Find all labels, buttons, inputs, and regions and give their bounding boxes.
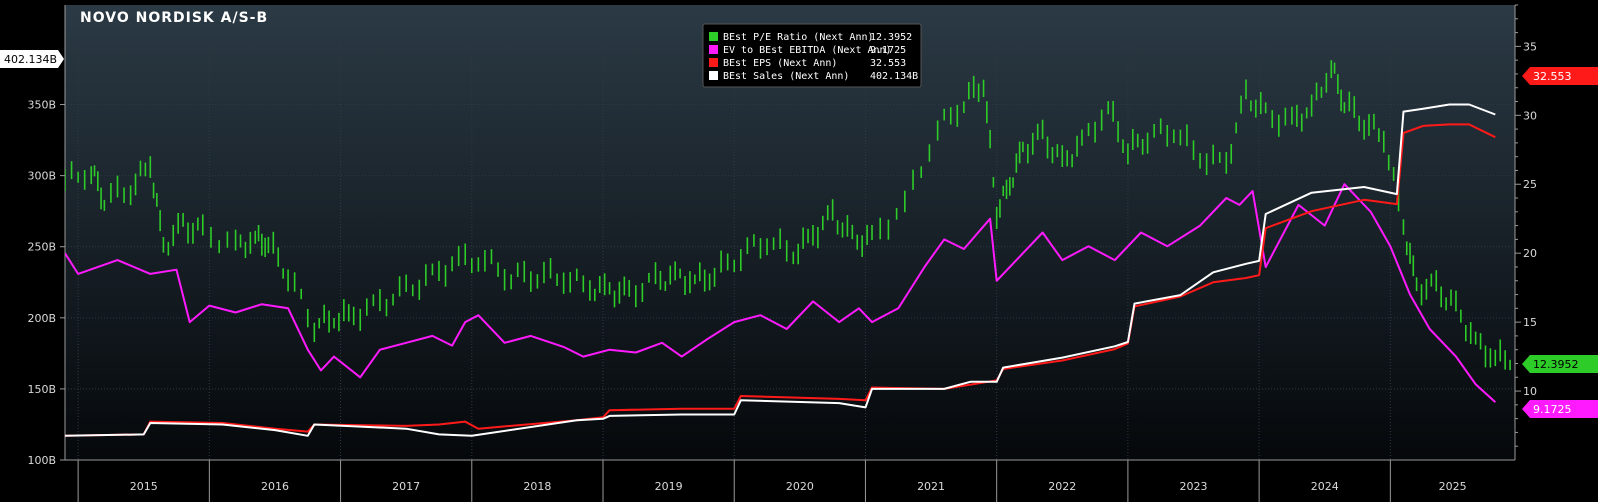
series-pe-bars (65, 60, 1511, 371)
left-tick-label: 250B (27, 241, 56, 254)
right-tick-label: 15 (1523, 316, 1537, 329)
x-tick-label: 2021 (917, 480, 945, 493)
legend[interactable]: BEst P/E Ratio (Next Ann) 12.3952 EV to … (702, 23, 922, 88)
right-tick-label: 35 (1523, 40, 1537, 53)
legend-item-sales[interactable]: BEst Sales (Next Ann) 402.134B (709, 71, 918, 82)
right-tick-label: 30 (1523, 109, 1537, 122)
x-tick-label: 2016 (261, 480, 289, 493)
x-tick-label: 2024 (1311, 480, 1339, 493)
x-tick-label: 2018 (523, 480, 551, 493)
x-tick-label: 2019 (655, 480, 683, 493)
x-tick-label: 2015 (130, 480, 158, 493)
legend-swatch-ev-ebitda (709, 45, 718, 54)
eps-last-value-tag: 32.553 (1522, 67, 1598, 85)
sales-last-value-text: 402.134B (4, 53, 57, 66)
pe-last-value-text: 12.3952 (1533, 358, 1579, 371)
sales-last-value-tag: 402.134B (0, 50, 64, 68)
legend-item-ev-ebitda[interactable]: EV to BEst EBITDA (Next Ann) 9.1725 (709, 45, 906, 56)
ev-ebitda-last-value-text: 9.1725 (1533, 403, 1572, 416)
legend-swatch-pe (709, 32, 718, 41)
legend-label-sales: BEst Sales (Next Ann) (723, 71, 849, 82)
right-tick-label: 10 (1523, 385, 1537, 398)
left-tick-label: 200B (27, 312, 56, 325)
left-tick-label: 300B (27, 170, 56, 183)
pe-last-value-tag: 12.3952 (1522, 355, 1598, 373)
series-layer (65, 60, 1511, 437)
right-axis: 10 15 20 25 30 35 (1514, 4, 1537, 460)
x-tick-label: 2025 (1439, 480, 1467, 493)
series-ev-ebitda-line (65, 183, 1496, 403)
x-tick-label: 2020 (786, 480, 814, 493)
series-sales-line (65, 103, 1496, 437)
legend-swatch-eps (709, 58, 718, 67)
right-tick-label: 25 (1523, 178, 1537, 191)
legend-item-eps[interactable]: BEst EPS (Next Ann) 32.553 (709, 58, 906, 69)
right-tick-label: 20 (1523, 247, 1537, 260)
ev-ebitda-last-value-tag: 9.1725 (1522, 400, 1598, 418)
left-tick-label: 350B (27, 99, 56, 112)
legend-label-ev-ebitda: EV to BEst EBITDA (Next Ann) (723, 45, 892, 56)
legend-label-eps: BEst EPS (Next Ann) (723, 58, 837, 69)
legend-box (702, 23, 922, 88)
left-axis: 100B 150B 200B 250B 300B 350B (27, 5, 66, 467)
eps-last-value-text: 32.553 (1533, 70, 1572, 83)
legend-swatch-sales (709, 71, 718, 80)
x-axis: 2015 2016 2017 2018 2019 2020 2021 2022 2023 2024… (65, 459, 1515, 502)
legend-label-pe: BEst P/E Ratio (Next Ann) (723, 32, 874, 43)
legend-value-eps: 32.553 (870, 58, 906, 69)
legend-value-ev-ebitda: 9.1725 (870, 45, 906, 56)
legend-value-pe: 12.3952 (870, 32, 912, 43)
legend-item-pe[interactable]: BEst P/E Ratio (Next Ann) 12.3952 (709, 32, 912, 43)
x-tick-label: 2022 (1048, 480, 1076, 493)
left-tick-label: 100B (27, 454, 56, 467)
legend-value-sales: 402.134B (870, 71, 918, 82)
x-tick-label: 2017 (392, 480, 420, 493)
chart-title: NOVO NORDISK A/S-B (80, 10, 268, 26)
left-tick-label: 150B (27, 383, 56, 396)
x-tick-label: 2023 (1180, 480, 1208, 493)
